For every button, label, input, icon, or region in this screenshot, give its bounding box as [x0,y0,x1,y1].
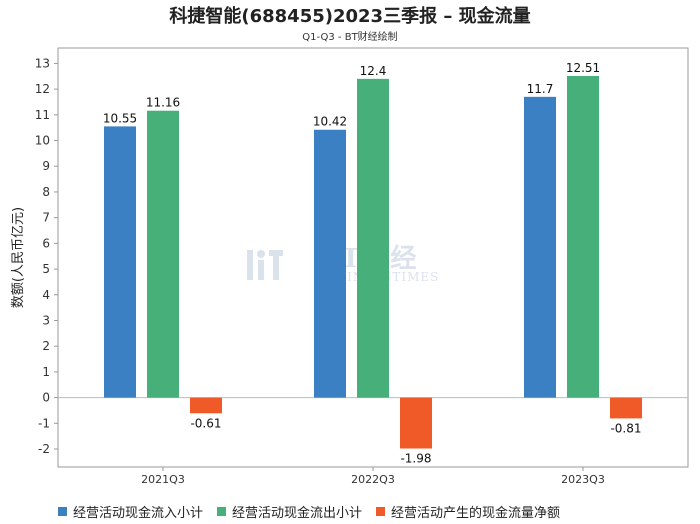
data-label: 11.16 [146,96,180,110]
data-label: 11.7 [527,82,554,96]
x-category-label: 2022Q3 [351,473,395,486]
chart-subtitle: Q1-Q3 - BT财经绘制 [302,32,398,43]
y-tick-label: 1 [42,365,50,379]
bar [104,126,136,398]
y-tick-label: 12 [35,82,50,96]
legend-label: 经营活动现金流出小计 [232,505,363,521]
data-label: -1.98 [400,451,431,465]
bar [190,397,222,414]
y-tick-label: 0 [42,391,50,405]
bar [357,78,389,398]
data-label: -0.81 [610,421,641,435]
data-label: 12.51 [566,61,600,75]
data-label: 10.42 [313,115,347,129]
y-tick-label: -2 [38,442,50,456]
x-category-label: 2021Q3 [141,473,185,486]
y-tick-label: 8 [42,185,50,199]
bar [567,76,599,398]
y-axis-title: 数额(人民币亿元) [11,207,26,308]
legend-swatch [58,506,67,516]
legend-item: 经营活动现金流入小计 [58,502,203,521]
y-tick-label: 4 [42,288,50,302]
bar [610,397,642,419]
x-category-label: 2023Q3 [561,473,605,486]
y-tick-label: 11 [35,108,50,122]
data-label: 12.4 [360,64,387,78]
legend-label: 经营活动产生的现金流量净额 [391,505,561,521]
legend-item: 经营活动产生的现金流量净额 [376,502,560,521]
legend-swatch [217,506,227,516]
y-tick-label: 10 [35,134,50,148]
legend-item: 经营活动现金流出小计 [217,502,362,521]
y-tick-label: 13 [35,56,50,70]
data-label: -0.61 [190,416,221,430]
chart-title: 科捷智能(688455)2023三季报 – 现金流量 [169,6,531,27]
y-tick-label: 2 [42,339,50,353]
y-tick-label: 5 [42,262,50,276]
y-tick-label: 3 [42,313,50,327]
y-tick-label: 7 [42,211,50,225]
bar [400,397,432,449]
y-tick-label: -1 [38,416,50,430]
bar [147,110,179,398]
legend-swatch [376,506,386,516]
legend: 经营活动现金流入小计 经营活动现金流出小计 经营活动产生的现金流量净额 [58,501,574,521]
legend-label: 经营活动现金流入小计 [73,505,204,521]
y-tick-label: 9 [42,159,50,173]
bar [314,129,346,398]
bar [524,96,556,398]
y-tick-label: 6 [42,236,50,250]
data-label: 10.55 [103,111,137,125]
